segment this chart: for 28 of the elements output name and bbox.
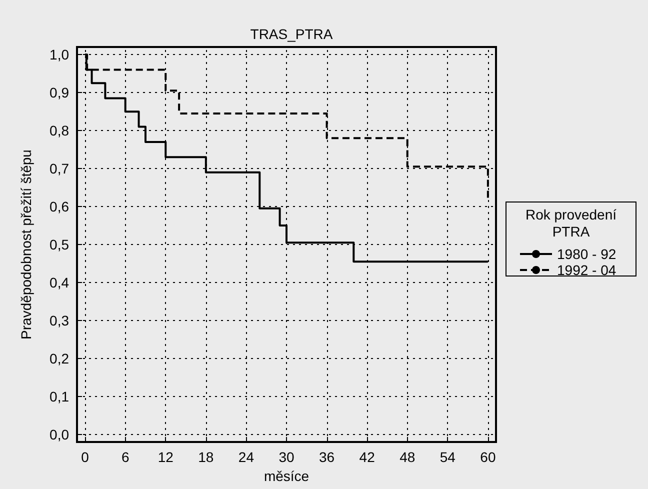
x-axis-title: měsíce [264,468,310,484]
y-tick-label: 0,3 [50,312,70,328]
legend-label: 1980 - 92 [557,246,616,262]
x-tick-label: 18 [198,449,214,465]
x-tick-label: 30 [278,449,294,465]
x-tick-label: 42 [359,449,376,465]
y-tick-label: 0,9 [50,84,70,101]
y-tick-label: 0,2 [50,350,70,366]
y-tick-label: 0,8 [50,122,70,139]
x-tick-label: 12 [158,449,174,465]
y-tick-label: 0,4 [50,274,70,290]
y-tick-label: 0,5 [50,236,70,252]
y-axis-title: Pravděpodobnost přežití štěpu [18,150,34,340]
legend-label: 1992 - 04 [557,262,616,278]
y-tick-label: 0,6 [50,198,70,215]
x-tick-label: 54 [440,449,456,465]
y-tick-label: 0,1 [50,388,70,404]
x-tick-label: 0 [81,449,90,465]
x-tick-label: 48 [400,449,416,465]
y-tick-label: 1,0 [50,46,70,63]
y-tick-label: 0,7 [50,160,70,177]
x-tick-label: 6 [121,449,130,465]
chart-title: TRAS_PTRA [250,26,334,42]
x-tick-label: 24 [238,449,254,465]
x-tick-label: 36 [319,449,335,465]
x-tick-label: 60 [480,449,496,465]
y-tick-label: 0,0 [50,426,70,442]
legend-title: Rok provedení PTRA [525,206,617,240]
